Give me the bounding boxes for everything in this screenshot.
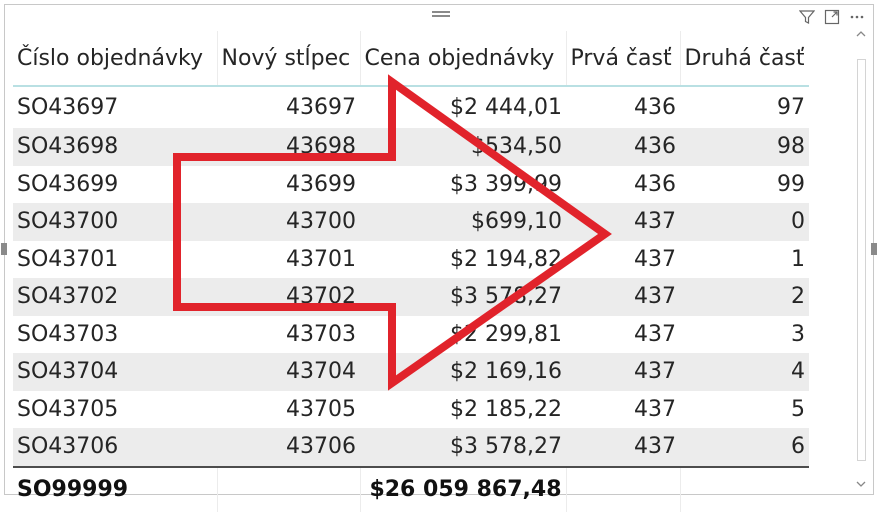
cell-second-part: 3 <box>791 321 805 347</box>
table-row[interactable]: SO43699 43699 $3 399,99 436 99 <box>13 166 809 204</box>
cell-new-column: 43698 <box>217 128 360 166</box>
table-row[interactable]: SO43698 43698 $534,50 436 98 <box>13 128 809 166</box>
total-order-price: $26 059 867,48 <box>359 465 566 512</box>
column-header-second-part[interactable]: Druhá časť <box>679 31 809 87</box>
cell-order-number: SO43705 <box>17 396 119 422</box>
cell-second-part: 4 <box>680 353 809 391</box>
cell-second-part: 5 <box>791 396 805 422</box>
cell-first-part: 436 <box>566 128 680 166</box>
column-header-order-price[interactable]: Cena objednávky <box>359 31 566 87</box>
cell-order-price: $3 578,27 <box>360 428 566 467</box>
cell-order-price: $2 444,01 <box>450 95 562 120</box>
cell-second-part: 1 <box>791 246 805 272</box>
cell-new-column: 43705 <box>286 396 356 422</box>
cell-order-price: $2 185,22 <box>450 396 562 422</box>
vertical-scrollbar[interactable] <box>855 29 867 489</box>
drag-grip-icon[interactable] <box>432 11 450 20</box>
table-row[interactable]: SO43703 43703 $2 299,81 437 3 <box>13 316 809 354</box>
cell-order-price: $2 169,16 <box>360 353 566 391</box>
resize-handle-left[interactable] <box>1 243 7 255</box>
total-second-part <box>679 465 809 512</box>
table-row[interactable]: SO43700 43700 $699,10 437 0 <box>13 203 809 241</box>
cell-new-column: 43702 <box>217 278 360 316</box>
cell-first-part: 437 <box>566 353 680 391</box>
cell-second-part: 97 <box>777 95 805 120</box>
table-visual[interactable]: Číslo objednávky Nový stĺpec Cena objedn… <box>4 4 874 512</box>
total-row: SO99999 $26 059 867,48 <box>13 465 809 512</box>
cell-first-part: 436 <box>634 95 676 120</box>
cell-order-price: $3 399,99 <box>450 171 562 197</box>
cell-new-column: 43706 <box>217 428 360 467</box>
visual-header <box>798 9 865 25</box>
column-header-order-number[interactable]: Číslo objednávky <box>13 31 217 87</box>
cell-second-part: 99 <box>777 171 805 197</box>
table-row[interactable]: SO43701 43701 $2 194,82 437 1 <box>13 241 809 279</box>
data-table: Číslo objednávky Nový stĺpec Cena objedn… <box>13 31 809 512</box>
more-options-icon[interactable] <box>849 9 865 25</box>
scroll-down-icon[interactable] <box>855 479 867 489</box>
cell-first-part: 437 <box>634 246 676 272</box>
filter-icon[interactable] <box>798 9 816 25</box>
cell-new-column: 43704 <box>217 353 360 391</box>
cell-new-column: 43701 <box>286 246 356 272</box>
table-row[interactable]: SO43704 43704 $2 169,16 437 4 <box>13 353 809 391</box>
cell-order-number: SO43700 <box>13 203 217 241</box>
header-row: Číslo objednávky Nový stĺpec Cena objedn… <box>13 31 809 87</box>
cell-order-number: SO43706 <box>13 428 217 467</box>
table-row[interactable]: SO43697 43697 $2 444,01 436 97 <box>13 86 809 128</box>
total-new-column <box>216 465 360 512</box>
cell-new-column: 43700 <box>217 203 360 241</box>
cell-first-part: 437 <box>634 396 676 422</box>
table-row[interactable]: SO43702 43702 $3 578,27 437 2 <box>13 278 809 316</box>
total-first-part <box>565 465 680 512</box>
cell-order-number: SO43697 <box>17 95 119 120</box>
cell-first-part: 436 <box>634 171 676 197</box>
cell-first-part: 437 <box>634 321 676 347</box>
table-row[interactable]: SO43706 43706 $3 578,27 437 6 <box>13 428 809 467</box>
cell-second-part: 98 <box>680 128 809 166</box>
cell-second-part: 6 <box>680 428 809 467</box>
total-order-number: SO99999 <box>13 465 217 512</box>
cell-order-number: SO43698 <box>13 128 217 166</box>
resize-handle-right[interactable] <box>871 243 877 255</box>
cell-order-number: SO43702 <box>13 278 217 316</box>
cell-new-column: 43699 <box>286 171 356 197</box>
cell-order-price: $2 299,81 <box>450 321 562 347</box>
scrollbar-thumb[interactable] <box>857 59 866 461</box>
focus-mode-icon[interactable] <box>824 9 840 25</box>
cell-first-part: 437 <box>566 203 680 241</box>
cell-order-price: $699,10 <box>360 203 566 241</box>
cell-order-price: $2 194,82 <box>450 246 562 272</box>
column-header-first-part[interactable]: Prvá časť <box>565 31 680 87</box>
cell-first-part: 437 <box>566 428 680 467</box>
cell-new-column: 43703 <box>286 321 356 347</box>
cell-order-number: SO43699 <box>17 171 119 197</box>
table-row[interactable]: SO43705 43705 $2 185,22 437 5 <box>13 391 809 429</box>
cell-order-price: $3 578,27 <box>360 278 566 316</box>
cell-order-number: SO43703 <box>17 321 119 347</box>
scroll-up-icon[interactable] <box>855 29 867 39</box>
cell-new-column: 43697 <box>286 95 356 120</box>
cell-order-number: SO43701 <box>17 246 119 272</box>
cell-first-part: 437 <box>566 278 680 316</box>
cell-order-number: SO43704 <box>13 353 217 391</box>
cell-second-part: 0 <box>680 203 809 241</box>
column-header-new-column[interactable]: Nový stĺpec <box>216 31 360 87</box>
cell-second-part: 2 <box>680 278 809 316</box>
cell-order-price: $534,50 <box>360 128 566 166</box>
